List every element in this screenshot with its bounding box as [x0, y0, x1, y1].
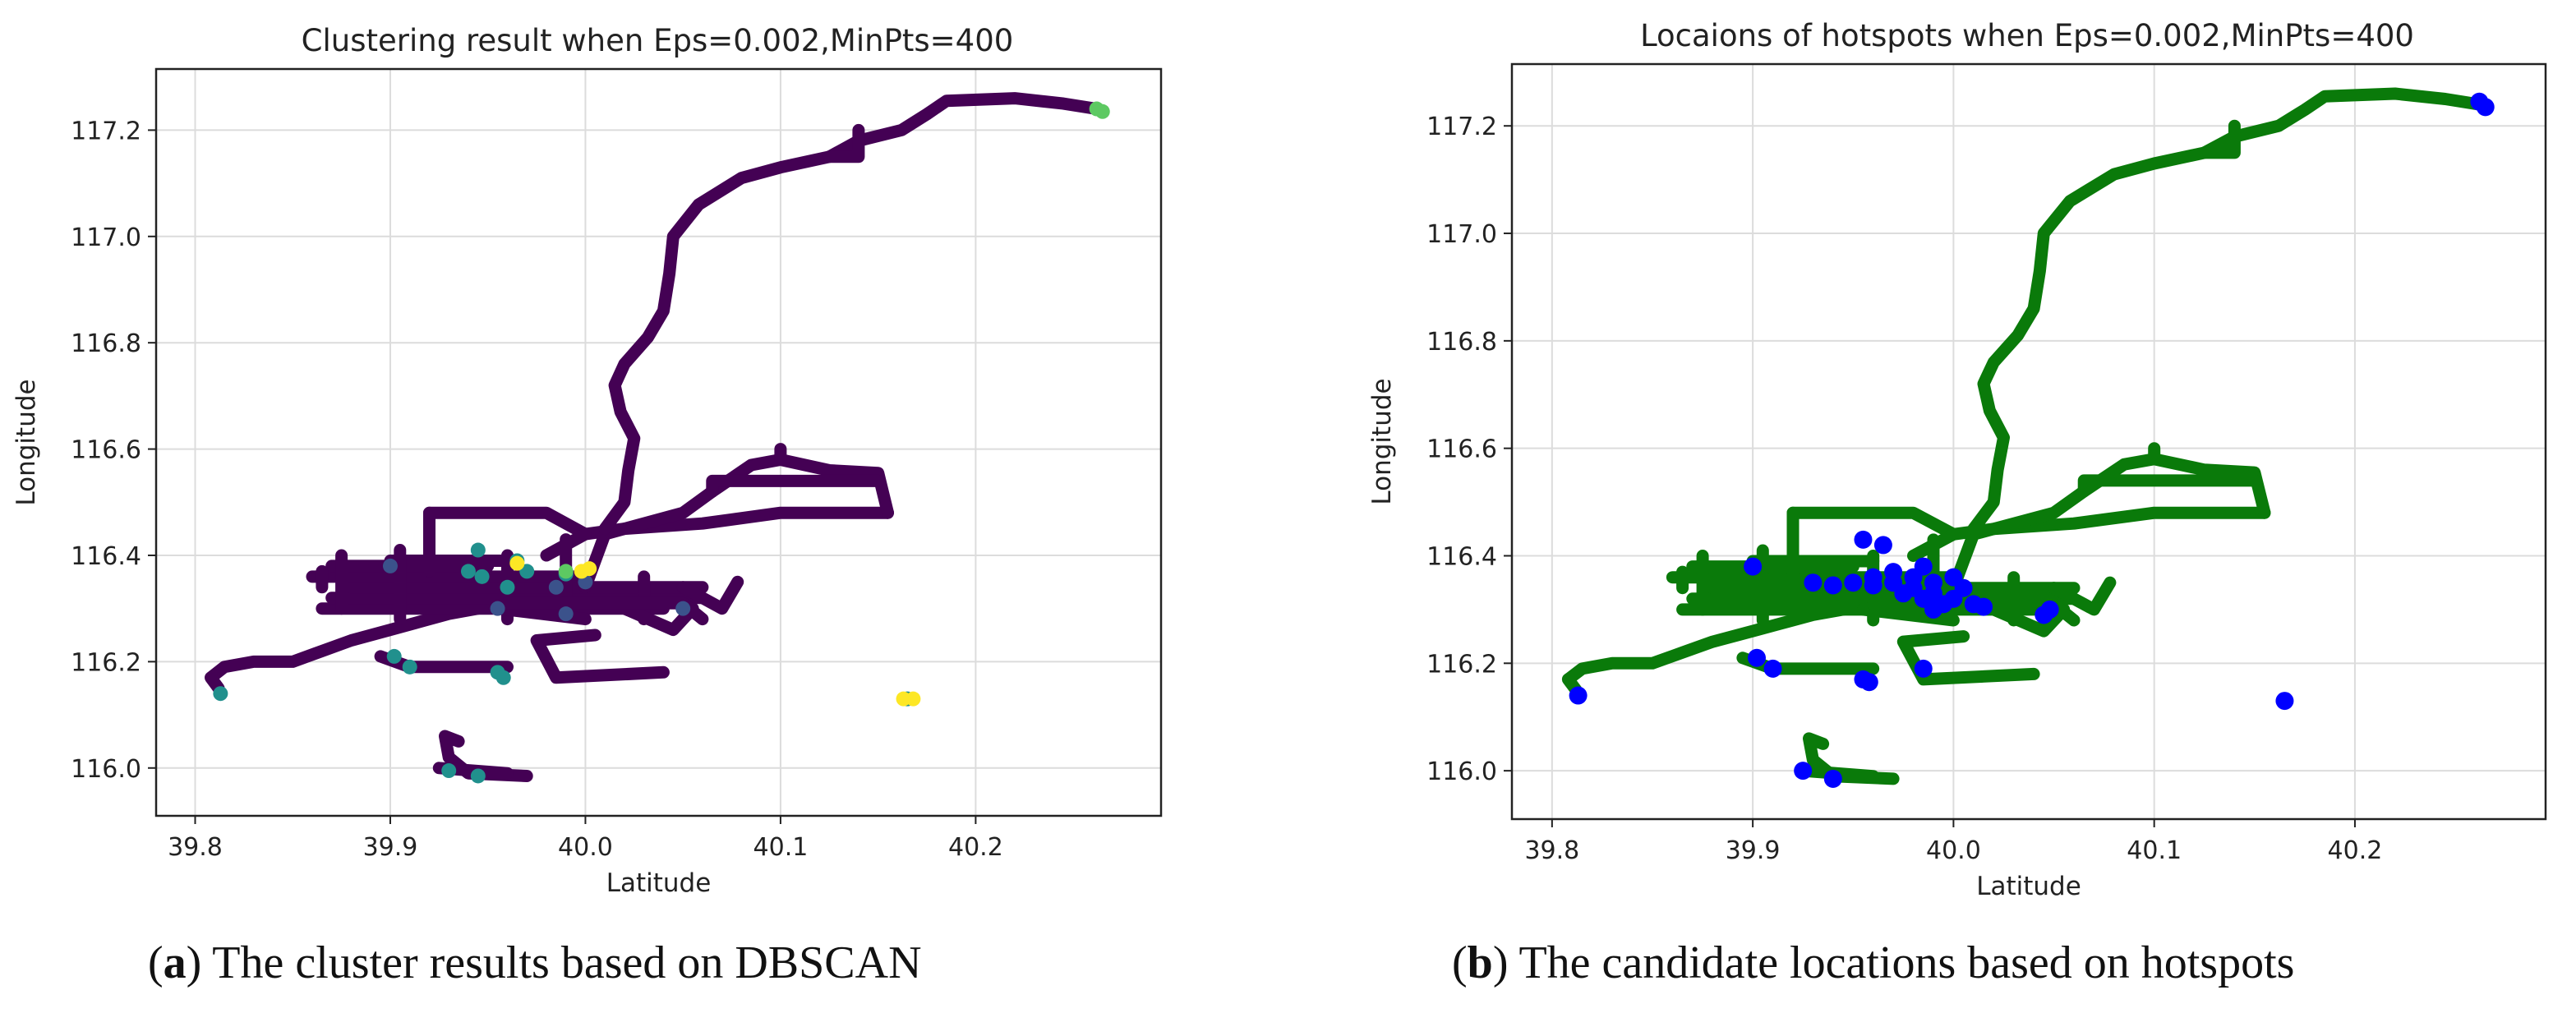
x-axis-label: Latitude: [1976, 872, 2081, 901]
caption-a-letter: a: [163, 937, 187, 988]
y-axis-label: Longitude: [1367, 378, 1397, 504]
series-hotspot-point: [1914, 659, 1933, 678]
y-tick-label: 116.4: [71, 542, 141, 571]
series-cluster-point: [675, 601, 691, 616]
series-hotspot-point: [1924, 573, 1942, 592]
series-cluster-point: [213, 686, 228, 702]
series-hotspot-point: [1794, 762, 1813, 780]
series-cluster-point: [474, 569, 490, 584]
series-cluster-point: [470, 768, 486, 784]
series-cluster-point: [558, 564, 574, 579]
x-tick-label: 39.8: [168, 833, 223, 862]
plot-frame: [154, 67, 1163, 817]
series-hotspot-point: [1823, 576, 1842, 595]
series-cluster-point: [1094, 104, 1110, 119]
y-tick-label: 117.2: [1426, 113, 1497, 141]
chart-title: Locaions of hotspots when Eps=0.002,MinP…: [1640, 18, 2414, 53]
x-tick-label: 39.9: [363, 833, 418, 862]
series-cluster-point: [896, 691, 911, 707]
series-cluster-point: [548, 579, 564, 595]
series-cluster-point: [582, 561, 597, 577]
series-hotspot-point: [1975, 597, 1993, 616]
y-tick-label: 117.0: [1426, 220, 1497, 249]
x-tick-label: 40.2: [948, 833, 1003, 862]
series-cluster-point: [382, 558, 398, 573]
series-cluster-point: [470, 542, 486, 558]
x-tick-label: 39.9: [1726, 836, 1781, 865]
y-tick-label: 116.2: [71, 648, 141, 677]
series-hotspot-point: [1914, 557, 1933, 576]
x-axis-label: Latitude: [606, 868, 712, 898]
x-tick-label: 40.0: [1926, 836, 1981, 865]
y-tick-label: 116.6: [71, 436, 141, 465]
series-trajectory-path: [2077, 474, 2261, 498]
caption-b: (b) The candidate locations based on hot…: [1452, 937, 2295, 988]
y-tick-label: 116.8: [1426, 328, 1497, 357]
series-hotspot-point: [1859, 673, 1878, 692]
chart-a-svg: 39.8 39.9 40.0 40.1 40.2 116.0 116.2 116.4 116.6…: [12, 23, 1163, 898]
y-tick-label: 116.8: [71, 329, 141, 358]
series-cluster-point: [558, 606, 574, 622]
x-tick-label: 40.0: [558, 833, 613, 862]
series-hotspot-point: [1873, 536, 1892, 555]
series-hotspot-point: [1864, 568, 1882, 587]
chart-title: Clustering result when Eps=0.002,MinPts=…: [302, 23, 1014, 58]
y-tick-label: 117.2: [71, 117, 141, 145]
series-hotspot-point: [2476, 98, 2495, 117]
series-hotspot-point: [1763, 659, 1782, 678]
series-trajectory-path: [2198, 119, 2241, 159]
series-trajectory-path: [2048, 576, 2117, 616]
series-cluster-point: [500, 579, 515, 595]
series-noise-path: [530, 629, 670, 684]
y-tick-label: 116.0: [1426, 757, 1497, 786]
x-tick-label: 40.1: [753, 833, 809, 862]
caption-b-text: The candidate locations based on hotspot…: [1518, 937, 2295, 988]
series-noise-path: [598, 92, 1104, 536]
series-trajectory-path: [1967, 87, 2486, 536]
x-tick-label: 40.1: [2127, 836, 2182, 865]
series-cluster-point: [490, 601, 505, 616]
chart-b-svg: 39.8 39.9 40.0 40.1 40.2 116.0 116.2 116.4 116.6…: [1367, 18, 2547, 901]
series-cluster-point: [402, 659, 417, 675]
series-hotspot-point: [1748, 648, 1767, 667]
series-hotspot-point: [1844, 573, 1863, 592]
series-cluster-point: [441, 763, 457, 779]
series-noise-path: [676, 575, 744, 615]
caption-a: (a) The cluster results based on DBSCAN: [148, 937, 922, 988]
series-noise-path: [618, 602, 699, 637]
series-trajectory-path: [1857, 603, 1960, 627]
y-tick-label: 116.4: [1426, 542, 1497, 571]
series-hotspot-point: [1569, 686, 1588, 705]
y-tick-label: 116.0: [71, 755, 141, 784]
series-trajectory-path: [1896, 630, 2040, 686]
series-noise-path: [706, 474, 885, 498]
series-hotspot-point: [1854, 530, 1873, 549]
series-hotspot-point: [2275, 692, 2294, 711]
series-hotspot-point: [1823, 769, 1842, 788]
series-hotspot-point: [1944, 568, 1963, 587]
series-hotspot-point: [1884, 563, 1903, 582]
series-cluster-point: [519, 564, 535, 579]
series-cluster-point: [495, 670, 511, 685]
series-hotspot-point: [1804, 573, 1823, 592]
series-hotspot-point: [1744, 557, 1763, 576]
panel-a: 39.8 39.9 40.0 40.1 40.2 116.0 116.2 116.4 116.6…: [12, 23, 1163, 988]
panel-b: 39.8 39.9 40.0 40.1 40.2 116.0 116.2 116.4 116.6…: [1288, 0, 2575, 1013]
series-hotspot-point: [2035, 605, 2053, 624]
caption-b-letter: b: [1467, 937, 1493, 988]
series-cluster-point: [509, 555, 525, 571]
series-cluster-point: [460, 564, 476, 579]
series-hotspot-point: [1924, 600, 1942, 619]
plot-frame: [1510, 62, 2547, 821]
series-trajectory-path: [1987, 603, 2071, 638]
y-tick-label: 117.0: [71, 223, 141, 252]
series-noise-path: [823, 123, 865, 163]
y-tick-label: 116.6: [1426, 435, 1497, 464]
series-cluster-point: [386, 648, 402, 664]
x-tick-label: 39.8: [1524, 836, 1579, 865]
y-axis-label: Longitude: [12, 379, 41, 505]
x-tick-label: 40.2: [2328, 836, 2383, 865]
y-tick-label: 116.2: [1426, 650, 1497, 679]
caption-a-text: The cluster results based on DBSCAN: [212, 937, 922, 988]
